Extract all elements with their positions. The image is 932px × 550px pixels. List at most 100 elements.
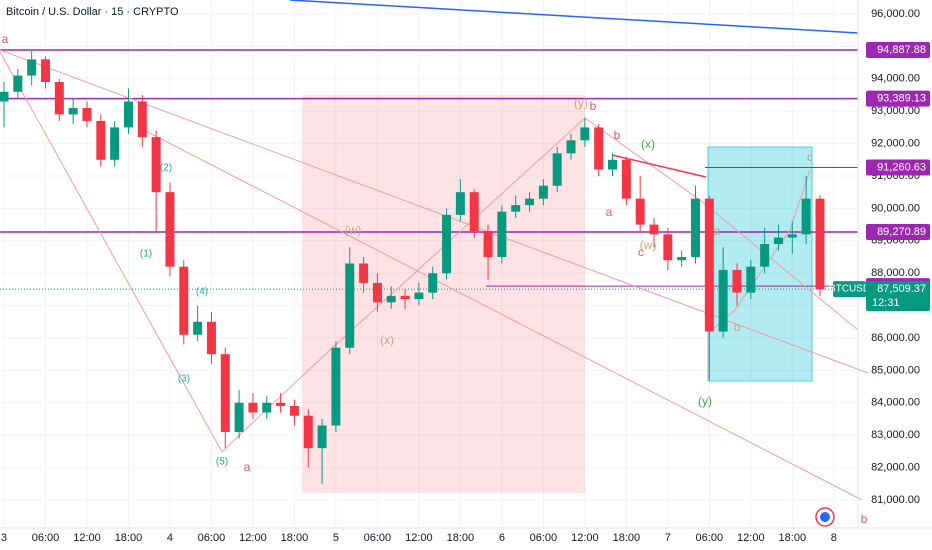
x-tick-label: 6 (499, 532, 505, 544)
candle-body (82, 107, 92, 121)
candle-body (262, 402, 272, 413)
wave-label: (x) (380, 333, 394, 347)
candle-body (691, 198, 700, 257)
candle-body (525, 198, 535, 206)
wave-label: (y) (574, 96, 588, 110)
x-tick-label: 06:00 (530, 532, 558, 544)
candle-body (428, 273, 438, 293)
x-tick-label: 06:00 (364, 532, 392, 544)
y-tick-label: 96,000.00 (871, 8, 920, 20)
candle-body (331, 347, 341, 426)
candle-body (594, 127, 604, 170)
x-tick-label: 5 (333, 532, 339, 544)
wave-label: (1) (140, 249, 152, 260)
candle-body (483, 231, 493, 257)
candle-body (704, 198, 714, 332)
symbol-tag (833, 281, 866, 298)
candle-body (151, 137, 161, 193)
candle-body (787, 234, 797, 238)
x-tick-label: 18:00 (613, 532, 641, 544)
candle-body (276, 402, 286, 407)
wave-label: (4) (196, 287, 208, 298)
x-tick-label: 06:00 (198, 532, 226, 544)
candle-body (123, 101, 133, 128)
y-tick-label: 81,000.00 (871, 494, 920, 506)
y-tick-label: 85,000.00 (871, 364, 920, 376)
candle-body (179, 266, 189, 335)
axes: 81,000.00 82,000.00 83,000.00 84,000.00 85,0… (1, 8, 930, 544)
x-tick-label: 8 (831, 532, 837, 544)
level-label: 89,270.89 (877, 226, 926, 238)
countdown-label: 12:31 (872, 297, 900, 309)
candle-body (469, 192, 479, 232)
y-tick-label: 82,000.00 (871, 461, 920, 473)
candle-body (635, 198, 645, 225)
candle-body (663, 234, 673, 261)
candle-body (0, 91, 9, 102)
level-label: 94,887.88 (877, 44, 926, 56)
y-tick-label: 86,000.00 (871, 332, 920, 344)
candle-body (137, 101, 147, 138)
candle-body (220, 354, 230, 432)
x-tick-label: 12:00 (73, 532, 101, 544)
candle-body (400, 295, 410, 300)
candle-body (27, 59, 37, 76)
level-tag (866, 224, 930, 241)
candle-body (566, 140, 576, 154)
symbol-label: BTCUSD (829, 284, 870, 295)
candle-body (40, 59, 50, 83)
wave-label: a (606, 205, 613, 219)
candle-body (345, 263, 355, 348)
candle-body (580, 127, 590, 141)
candle-body (815, 198, 825, 290)
wave-label: b (734, 320, 741, 334)
candle-body (773, 237, 783, 245)
candle-body (248, 402, 258, 413)
logo-icon (820, 512, 830, 522)
candle-body (497, 211, 507, 257)
trend-line (289, 0, 859, 34)
candle-body (13, 75, 23, 92)
x-tick-label: 06:00 (32, 532, 60, 544)
level-tag (866, 42, 930, 59)
candles (0, 51, 825, 484)
x-tick-label: 18:00 (281, 532, 309, 544)
wave-label: (5) (216, 457, 228, 468)
y-tick-label: 90,000.00 (871, 202, 920, 214)
candle-body (206, 321, 216, 355)
candle-body (414, 292, 424, 300)
chart-title: Bitcoin / U.S. Dollar · 15 · CRYPTO (6, 6, 179, 18)
candle-body (165, 192, 175, 267)
candle-body (96, 120, 106, 160)
candle-body (303, 415, 313, 449)
wave-label: a (2, 32, 9, 46)
candle-body (193, 321, 203, 335)
candle-body (359, 263, 369, 283)
candle-body (538, 185, 548, 199)
level-label: 93,389.13 (877, 92, 926, 104)
wave-label: b (614, 128, 621, 142)
x-tick-label: 18:00 (115, 532, 143, 544)
candle-body (746, 266, 756, 293)
candle-body (801, 198, 811, 235)
x-tick-label: 12:00 (571, 532, 599, 544)
x-tick-label: 12:00 (405, 532, 433, 544)
price-label: 87,509.37 (877, 283, 926, 295)
wave-label: b (861, 512, 868, 526)
candle-body (760, 244, 770, 267)
candle-body (54, 82, 64, 115)
wave-label: (x) (641, 137, 655, 151)
range-box (302, 95, 585, 493)
candle-body (718, 269, 728, 332)
y-tick-label: 83,000.00 (871, 429, 920, 441)
x-tick-label: 7 (665, 532, 671, 544)
y-tick-label: 92,000.00 (871, 137, 920, 149)
wave-label: a (244, 460, 251, 474)
x-tick-label: 4 (167, 532, 173, 544)
grid (0, 0, 858, 528)
wave-label: c (638, 245, 644, 259)
candle-body (455, 192, 465, 215)
candle-body (289, 406, 299, 416)
wave-label: b (590, 99, 597, 113)
candle-body (677, 256, 687, 261)
